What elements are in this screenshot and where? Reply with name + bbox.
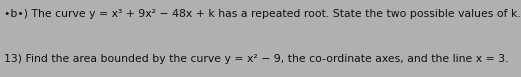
Text: •b•) The curve y = x³ + 9x² − 48x + k has a repeated root. State the two possibl: •b•) The curve y = x³ + 9x² − 48x + k ha…	[4, 9, 521, 19]
Text: 13) Find the area bounded by the curve y = x² − 9, the co-ordinate axes, and the: 13) Find the area bounded by the curve y…	[4, 54, 508, 64]
